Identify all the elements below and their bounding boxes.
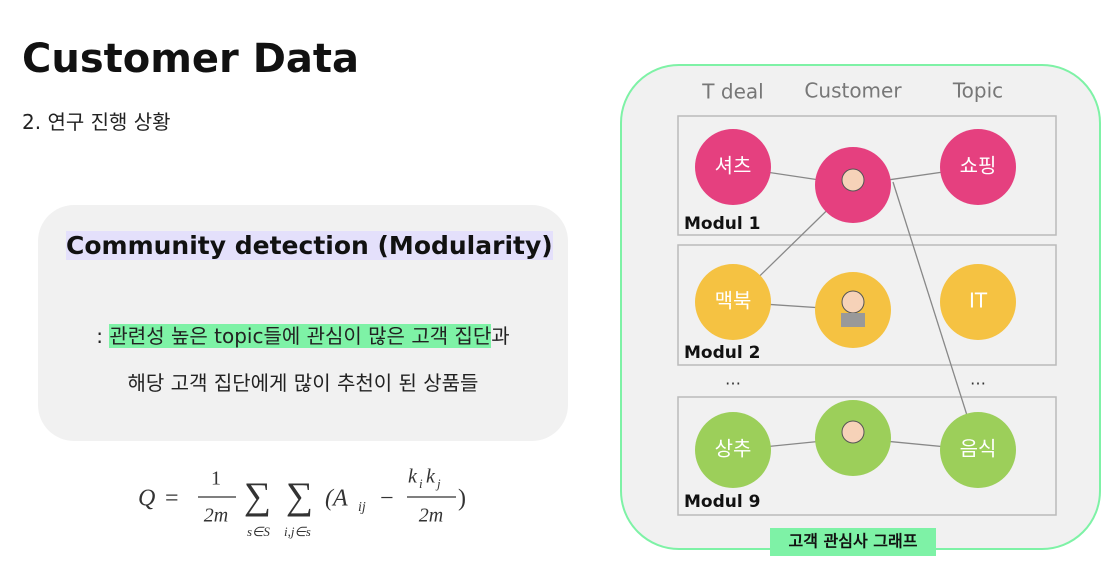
formula-text: (A xyxy=(325,486,348,512)
column-header: Customer xyxy=(804,79,902,103)
formula-text: Q xyxy=(138,486,155,512)
node-label: 맥북 xyxy=(715,289,752,313)
formula: Q = 1 2m ∑ s∈S ∑ i,j∈s (A ij − k i k j 2… xyxy=(138,466,466,539)
node-label: 쇼핑 xyxy=(960,154,997,178)
edge xyxy=(892,181,979,451)
person-icon xyxy=(841,290,865,314)
callout-line: 해당 고객 집단에게 많이 추천이 된 상품들 xyxy=(127,371,479,395)
formula-text: k xyxy=(426,466,436,488)
caption: 고객 관심사 그래프 xyxy=(789,532,918,551)
column-header: T deal xyxy=(701,80,763,104)
formula-text: ij xyxy=(358,500,366,515)
module-label: Modul 1 xyxy=(684,214,760,234)
formula-text: 2m xyxy=(419,505,443,527)
formula-text: ∑ xyxy=(286,476,313,518)
formula-text: ) xyxy=(458,486,466,512)
ellipsis: … xyxy=(970,370,986,389)
callout-box: Community detection (Modularity) : 관련성 높… xyxy=(38,205,568,441)
formula-text: k xyxy=(408,466,418,488)
formula-text: 1 xyxy=(211,468,221,490)
node-label: 음식 xyxy=(960,437,997,461)
text: : xyxy=(96,324,110,348)
callout-line: : 관련성 높은 topic들에 관심이 많은 고객 집단과 xyxy=(38,320,568,349)
module-label: Modul 2 xyxy=(684,343,760,363)
person-icon xyxy=(841,420,865,444)
formula-text: i xyxy=(419,476,423,491)
node xyxy=(940,264,1016,340)
formula-text: i,j∈s xyxy=(284,524,311,539)
formula-text: j xyxy=(435,476,441,491)
node xyxy=(940,412,1016,488)
ellipsis: … xyxy=(725,370,741,389)
nodes xyxy=(695,129,1016,488)
module-box xyxy=(677,244,1057,366)
formula-text: 2m xyxy=(204,505,228,527)
highlight: 관련성 높은 topic들에 관심이 많은 고객 집단 xyxy=(109,324,492,348)
node-label: IT xyxy=(969,289,988,313)
node xyxy=(940,129,1016,205)
node xyxy=(695,264,771,340)
laptop-icon xyxy=(841,313,865,327)
formula-text: = xyxy=(165,486,179,512)
node xyxy=(695,129,771,205)
person-icon xyxy=(841,168,865,192)
subtitle: 2. 연구 진행 상황 xyxy=(22,110,171,134)
node xyxy=(695,412,771,488)
formula-text: ∑ xyxy=(244,476,271,518)
node-label: 셔츠 xyxy=(715,154,752,178)
caption-bg xyxy=(770,528,936,556)
formula-text: s∈S xyxy=(247,524,270,539)
column-header: Topic xyxy=(952,79,1003,103)
title: Customer Data xyxy=(22,36,360,82)
module-label: Modul 9 xyxy=(684,492,760,512)
module-box xyxy=(677,396,1057,516)
callout-heading: Community detection (Modularity) xyxy=(66,231,553,260)
text: 과 xyxy=(491,324,510,348)
module-box xyxy=(677,115,1057,236)
formula-text: − xyxy=(380,486,394,512)
node-label: 상추 xyxy=(715,437,752,461)
